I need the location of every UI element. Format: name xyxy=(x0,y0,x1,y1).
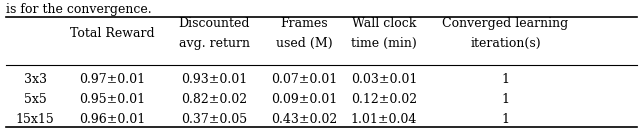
Text: 0.93±0.01: 0.93±0.01 xyxy=(181,73,248,86)
Text: 0.07±0.01: 0.07±0.01 xyxy=(271,73,337,86)
Text: 0.37±0.05: 0.37±0.05 xyxy=(181,113,248,126)
Text: 1: 1 xyxy=(502,73,509,86)
Text: Wall clock: Wall clock xyxy=(352,17,416,30)
Text: is for the convergence.: is for the convergence. xyxy=(6,3,152,16)
Text: 1: 1 xyxy=(502,113,509,126)
Text: 0.82±0.02: 0.82±0.02 xyxy=(181,93,248,106)
Text: 15x15: 15x15 xyxy=(16,113,54,126)
Text: time (min): time (min) xyxy=(351,37,417,50)
Text: 0.96±0.01: 0.96±0.01 xyxy=(79,113,145,126)
Text: 0.97±0.01: 0.97±0.01 xyxy=(79,73,145,86)
Text: 5x5: 5x5 xyxy=(24,93,47,106)
Text: 0.43±0.02: 0.43±0.02 xyxy=(271,113,337,126)
Text: Converged learning: Converged learning xyxy=(442,17,569,30)
Text: Total Reward: Total Reward xyxy=(70,27,154,40)
Text: 1.01±0.04: 1.01±0.04 xyxy=(351,113,417,126)
Text: 0.12±0.02: 0.12±0.02 xyxy=(351,93,417,106)
Text: iteration(s): iteration(s) xyxy=(470,37,541,50)
Text: Frames: Frames xyxy=(280,17,328,30)
Text: used (M): used (M) xyxy=(276,37,332,50)
Text: Discounted: Discounted xyxy=(179,17,250,30)
Text: avg. return: avg. return xyxy=(179,37,250,50)
Text: 0.03±0.01: 0.03±0.01 xyxy=(351,73,417,86)
Text: 0.95±0.01: 0.95±0.01 xyxy=(79,93,145,106)
Text: 1: 1 xyxy=(502,93,509,106)
Text: 3x3: 3x3 xyxy=(24,73,47,86)
Text: 0.09±0.01: 0.09±0.01 xyxy=(271,93,337,106)
